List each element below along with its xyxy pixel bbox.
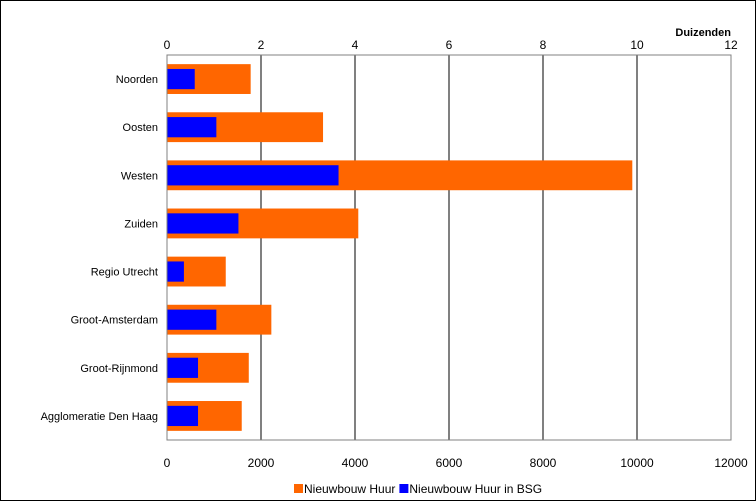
legend: Nieuwbouw Huur Nieuwbouw Huur in BSG <box>294 482 542 496</box>
legend-swatch <box>294 484 303 493</box>
bottom-axis-tick-label: 10000 <box>620 456 654 470</box>
top-axis-unit-label: Duizenden <box>675 27 731 39</box>
bars <box>167 64 633 431</box>
category-label: Noorden <box>116 74 158 86</box>
bottom-axis-tick-label: 2000 <box>248 456 275 470</box>
bar-nieuwbouw-huur-in-bsg <box>167 213 239 234</box>
legend-label: Nieuwbouw Huur <box>304 482 395 496</box>
bottom-axis-tick-label: 6000 <box>436 456 463 470</box>
top-axis-tick-label: 12 <box>724 38 738 52</box>
category-label: Westen <box>121 170 158 182</box>
bar-nieuwbouw-huur-in-bsg <box>167 261 184 282</box>
bottom-axis-tick-label: 4000 <box>342 456 369 470</box>
bottom-axis-tick-label: 12000 <box>714 456 748 470</box>
category-label: Regio Utrecht <box>91 267 158 279</box>
axes: 0 0 2 2000 4 4000 6 6000 8 8000 10 10000 12 12000 Noor… <box>41 38 748 470</box>
category-label: Zuiden <box>124 218 158 230</box>
bar-nieuwbouw-huur-in-bsg <box>167 117 217 138</box>
plot-area-border <box>166 54 732 441</box>
top-axis-tick-label: 6 <box>446 38 453 52</box>
bar-nieuwbouw-huur-in-bsg <box>167 165 339 186</box>
bottom-axis-tick-label: 0 <box>164 456 171 470</box>
bar-nieuwbouw-huur-in-bsg <box>167 68 195 90</box>
bar-nieuwbouw-huur-in-bsg <box>167 357 199 378</box>
bottom-axis-tick-label: 8000 <box>530 456 557 470</box>
category-label: Groot-Rijnmond <box>80 363 158 375</box>
legend-label: Nieuwbouw Huur in BSG <box>409 482 542 496</box>
gridlines <box>260 55 638 440</box>
category-label: Groot-Amsterdam <box>71 315 158 327</box>
top-axis-tick-label: 0 <box>164 38 171 52</box>
category-label: Oosten <box>123 122 158 134</box>
top-axis-tick-label: 2 <box>258 38 265 52</box>
top-axis-tick-label: 8 <box>540 38 547 52</box>
top-axis-tick-label: 10 <box>630 38 644 52</box>
legend-swatch <box>399 484 409 493</box>
top-axis-tick-label: 4 <box>352 38 359 52</box>
bar-nieuwbouw-huur-in-bsg <box>167 309 217 330</box>
bar-nieuwbouw-huur-in-bsg <box>167 405 199 427</box>
category-label: Agglomeratie Den Haag <box>41 411 158 423</box>
